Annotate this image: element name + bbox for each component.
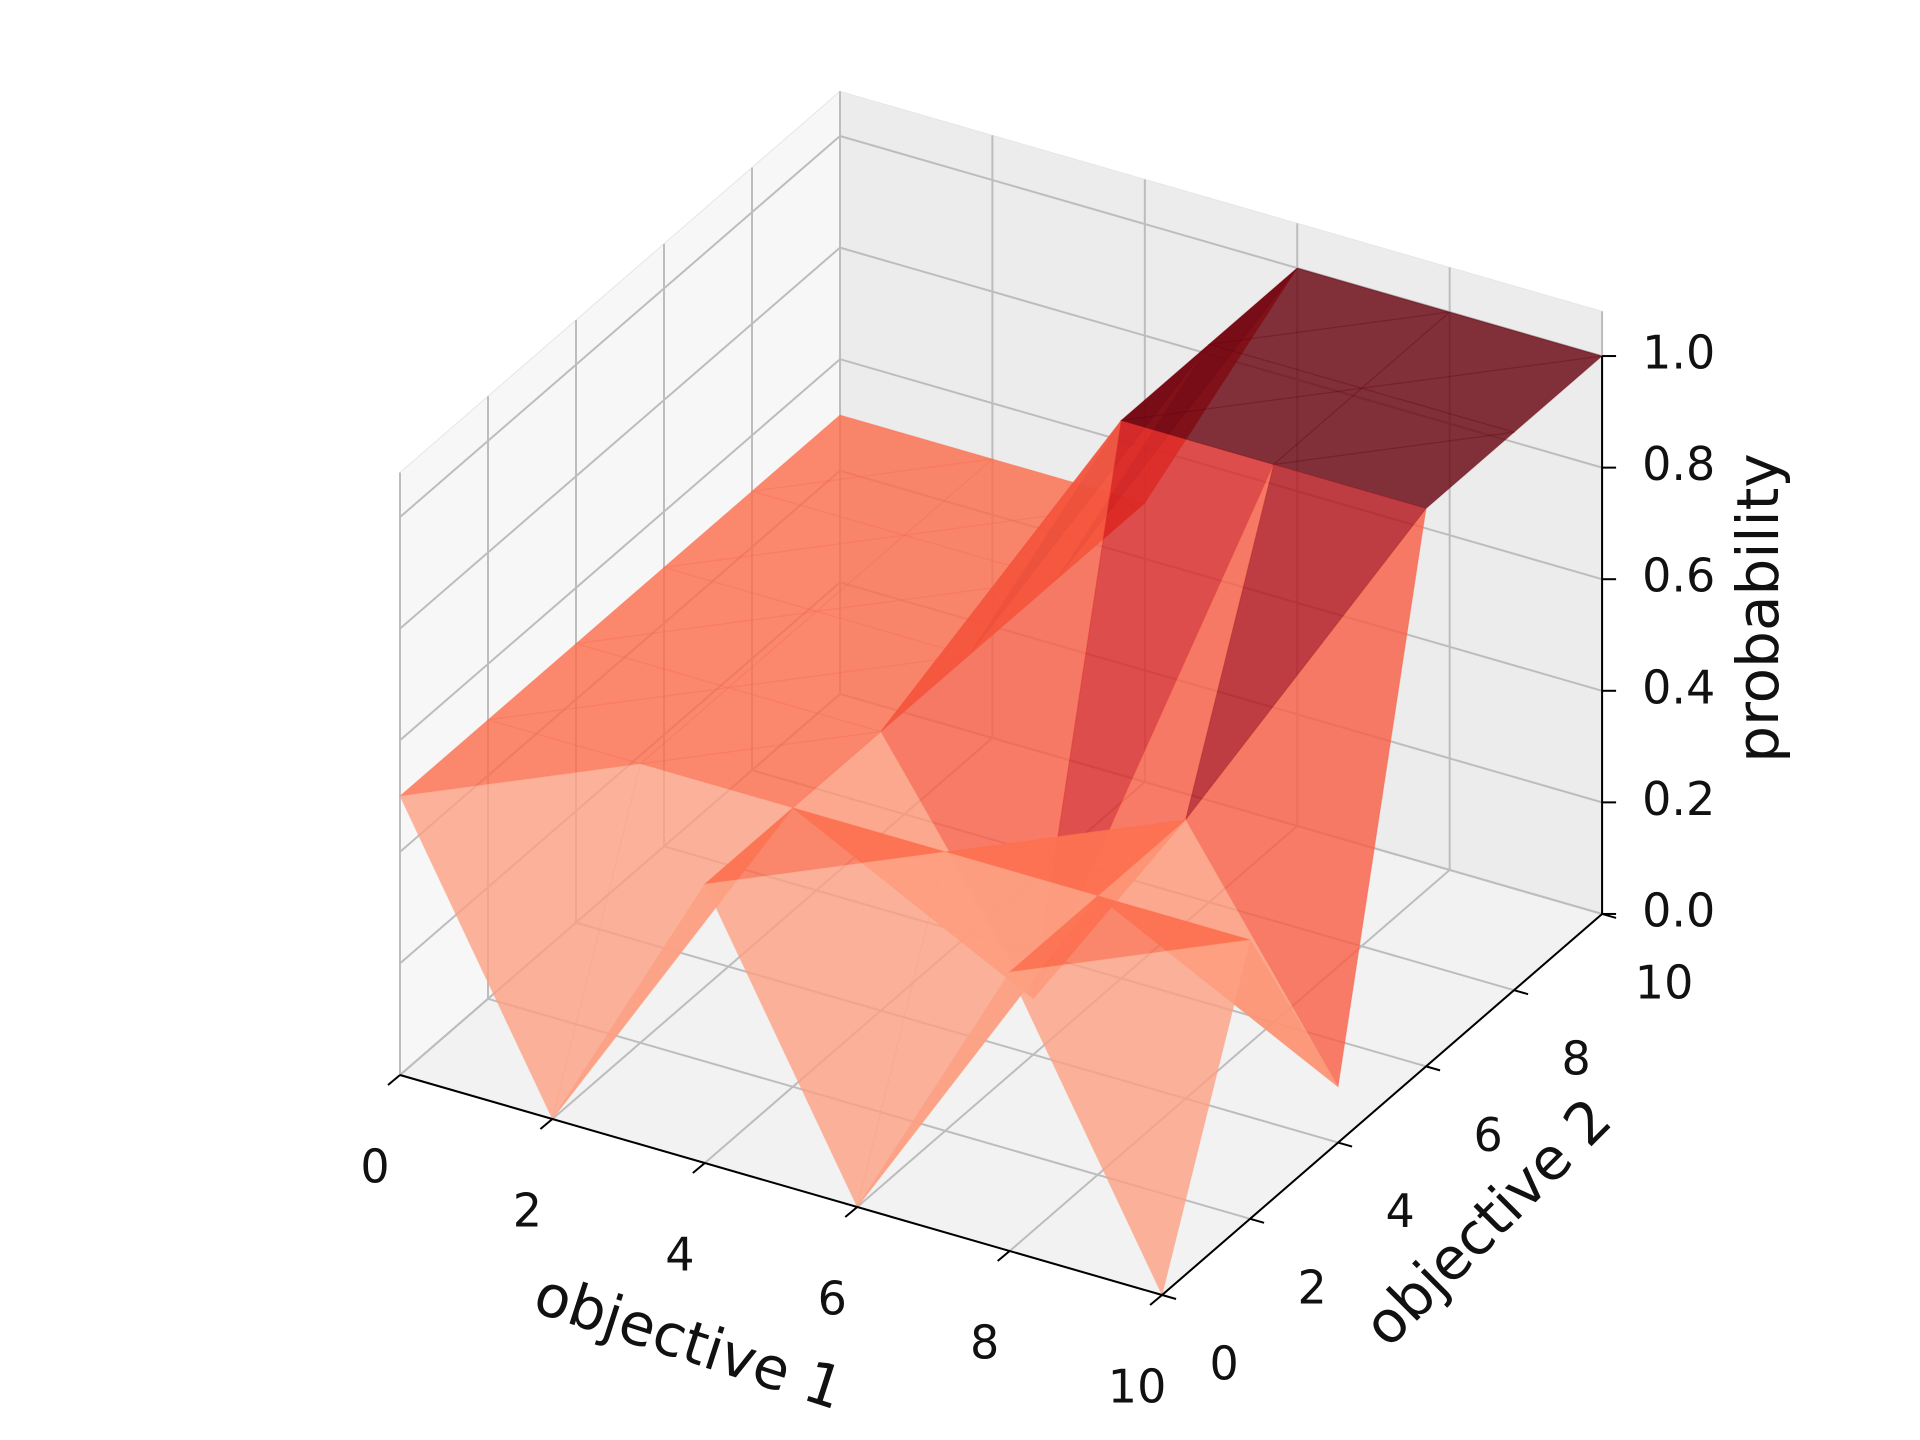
- surface-triangle: [1008, 939, 1251, 1297]
- x-tick-label: 4: [665, 1228, 694, 1282]
- axes: 0 2 4 6 8 10 0 2 4 6 8 10 0.0 0.2 0.4 0.6 0.8 1.0: [360, 326, 1715, 1414]
- x-axis: [399, 1074, 1163, 1296]
- y-tick-label: 6: [1473, 1108, 1502, 1162]
- y-tick: [1337, 1141, 1353, 1148]
- surface-triangle: [1360, 311, 1603, 389]
- y-tick-label: 8: [1561, 1032, 1590, 1086]
- y-tick: [1513, 989, 1529, 996]
- z-tick-label: 1.0: [1642, 326, 1715, 380]
- y-tick-label: 10: [1635, 955, 1694, 1009]
- x-tick: [387, 1074, 401, 1086]
- y-tick: [1161, 1294, 1177, 1300]
- z-tick-label: 0.6: [1642, 549, 1715, 603]
- y-tick-label: 2: [1297, 1260, 1326, 1314]
- x-tick: [692, 1162, 706, 1174]
- z-tick-label: 0.8: [1642, 437, 1715, 491]
- z-tick-label: 0.4: [1642, 660, 1715, 714]
- x-tick-label: 2: [513, 1184, 542, 1238]
- x-tick-label: 6: [818, 1272, 847, 1326]
- surface-triangle: [1209, 311, 1452, 389]
- x-tick-label: 10: [1108, 1360, 1167, 1414]
- surface: [398, 267, 1604, 1297]
- x-axis-label: objective 1: [526, 1259, 852, 1423]
- x-tick-label: 8: [970, 1316, 999, 1370]
- z-axis-label: probability: [1724, 453, 1792, 762]
- surface-triangle: [640, 730, 883, 809]
- x-tick: [844, 1206, 858, 1218]
- y-axis: [1161, 913, 1603, 1296]
- x-tick: [1149, 1294, 1163, 1306]
- y-tick: [1249, 1217, 1265, 1224]
- x-tick-label: 0: [360, 1140, 389, 1194]
- surface-triangle: [1008, 895, 1251, 973]
- y-tick-label: 0: [1209, 1337, 1238, 1391]
- z-tick-label: 0.2: [1642, 772, 1715, 826]
- x-tick: [539, 1118, 554, 1130]
- grid-line: [399, 134, 1603, 518]
- y-tick: [1425, 1065, 1441, 1072]
- z-tick-label: 0.0: [1642, 883, 1715, 937]
- surface-triangle: [1207, 267, 1450, 345]
- surface-triangle: [1185, 463, 1427, 820]
- x-tick: [997, 1250, 1011, 1262]
- y-tick-label: 4: [1385, 1184, 1414, 1238]
